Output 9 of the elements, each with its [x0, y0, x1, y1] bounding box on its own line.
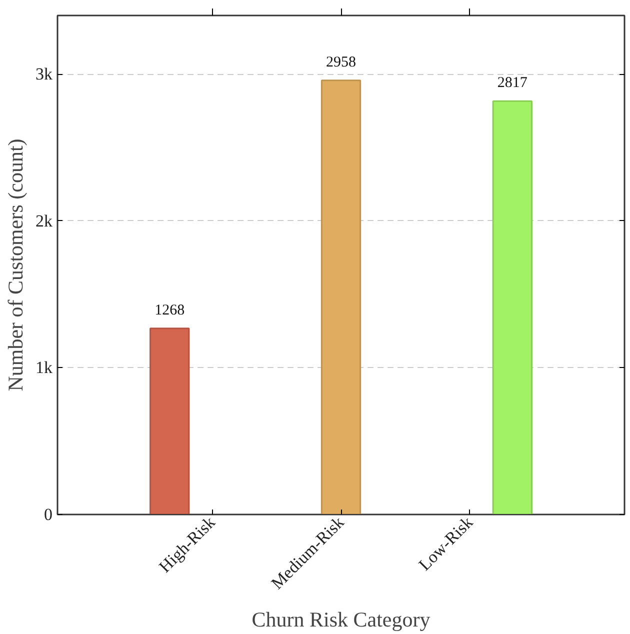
data-label: 1268 — [154, 302, 185, 318]
y-axis-title: Number of Customers (count) — [4, 138, 28, 392]
y-tick-label: 2k — [36, 211, 53, 230]
data-label: 2817 — [497, 75, 528, 92]
data-label: 2958 — [326, 54, 356, 70]
y-tick-label: 1k — [36, 358, 53, 378]
x-axis-title: Churn Risk Category — [252, 608, 431, 632]
y-tick-label: 3k — [36, 64, 53, 84]
y-tick-label: 0 — [44, 505, 52, 524]
